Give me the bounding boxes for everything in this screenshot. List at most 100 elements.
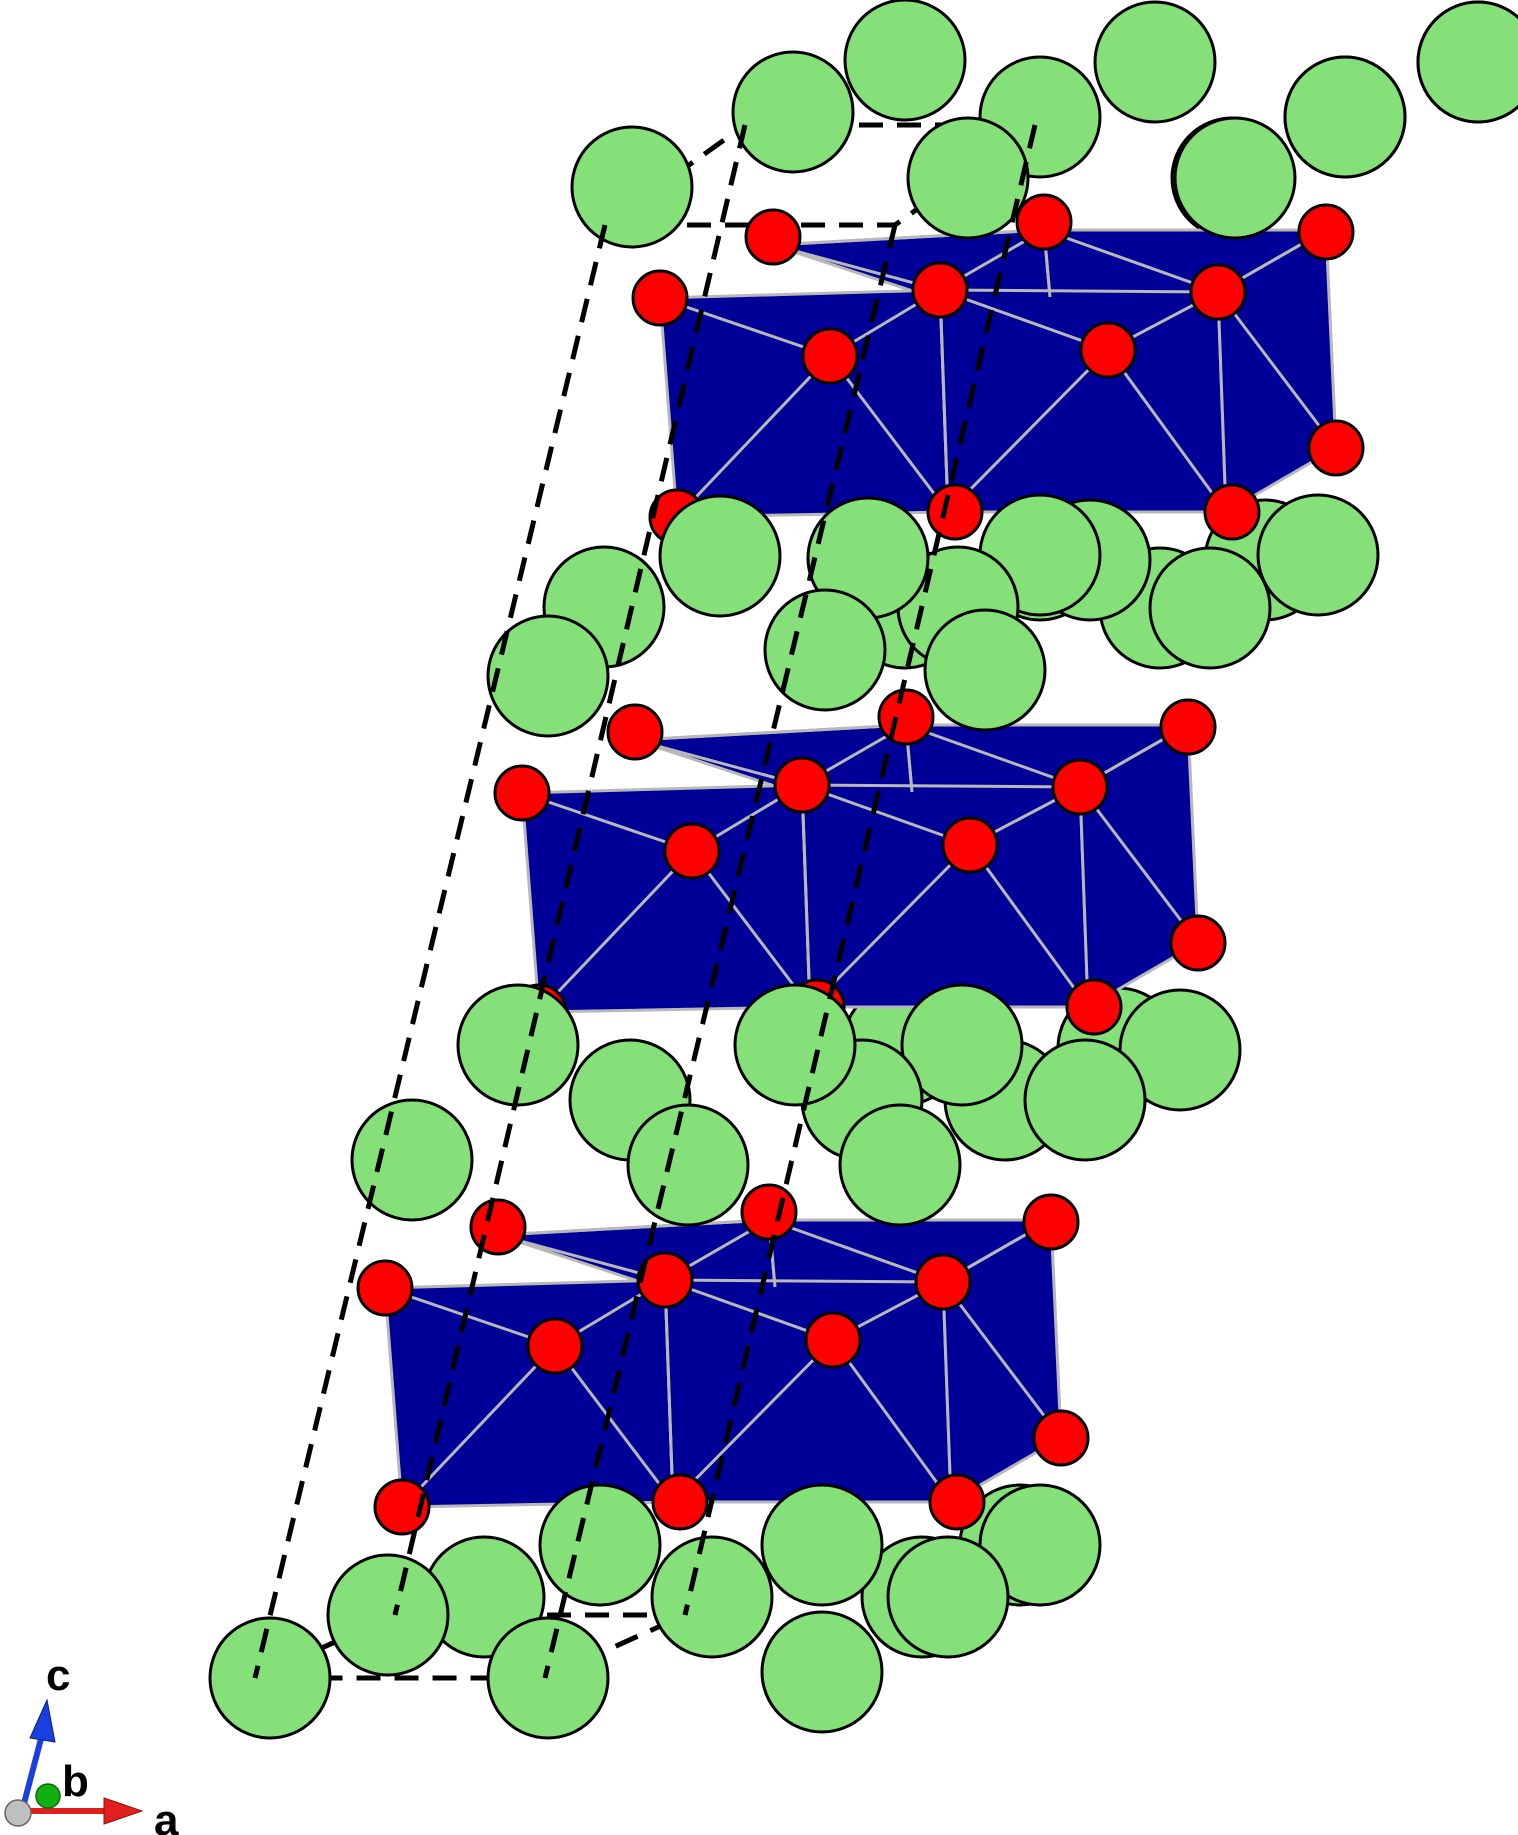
cation-sphere xyxy=(538,1483,662,1607)
cation-sphere xyxy=(1023,1038,1147,1162)
oxygen-atom xyxy=(804,1311,862,1369)
polyhedron-edge xyxy=(905,723,1081,789)
oxygen-atom xyxy=(1169,914,1227,972)
oxygen-atom xyxy=(1079,321,1137,379)
polyhedron-edge xyxy=(938,289,950,513)
cation-sphere xyxy=(1093,0,1217,124)
unit-cell-edge-left-back xyxy=(392,124,748,1616)
oxygen-atom xyxy=(744,208,802,266)
octahedron-front-left xyxy=(520,783,812,1014)
polyhedra-slab-1 xyxy=(631,193,1365,546)
cation-sphere xyxy=(886,1535,1010,1659)
cation-sphere xyxy=(1416,0,1518,124)
oxygen-atom xyxy=(636,1251,694,1309)
cation-sphere xyxy=(570,125,694,249)
unit-cell-front xyxy=(252,124,1038,1679)
polyhedron-edge xyxy=(831,1339,953,1503)
polyhedron-edge xyxy=(939,288,1109,352)
polyhedron-edge xyxy=(537,849,694,1014)
cation-sphere xyxy=(650,1535,774,1659)
oxygen-atom xyxy=(1022,1193,1080,1251)
cation-sphere xyxy=(1256,493,1380,617)
cation-sphere xyxy=(456,983,580,1107)
oxygen-atom xyxy=(1015,193,1073,251)
polyhedron-edge xyxy=(1106,349,1228,513)
oxygen-atom xyxy=(914,1253,972,1311)
cation-sphere xyxy=(760,1483,884,1607)
cation-sphere xyxy=(731,50,855,174)
polyhedron-edge xyxy=(772,228,1045,247)
oxygen-atom xyxy=(631,269,689,327)
cation-sphere xyxy=(923,608,1047,732)
oxygen-atom xyxy=(1159,698,1217,756)
oxygen-atom xyxy=(1032,1409,1090,1467)
unit-cell-edge-left-front xyxy=(252,224,608,1679)
axis-c-shaft xyxy=(19,1734,45,1812)
polyhedron-edge xyxy=(946,348,1110,514)
axis-c-arrowhead xyxy=(29,1698,56,1743)
oxygen-atom xyxy=(469,1198,527,1256)
oxygen-atom xyxy=(1189,263,1247,321)
polyhedron-edge xyxy=(497,1218,770,1237)
unit-cell-edge-right-front xyxy=(542,224,898,1679)
oxygen-atom xyxy=(526,1317,584,1375)
oxygen-atom xyxy=(1051,758,1109,816)
axis-a-label: a xyxy=(154,1796,179,1835)
polyhedron-edge xyxy=(675,354,832,519)
cation-sphere xyxy=(733,983,857,1107)
octahedron-front-left xyxy=(658,288,950,519)
oxygen-atom xyxy=(606,703,664,761)
polyhedron-edge xyxy=(497,1233,666,1282)
oxygen-atom xyxy=(373,1478,431,1536)
cation-sphere xyxy=(208,1616,332,1740)
cation-sphere xyxy=(838,1103,962,1227)
polyhedron-edge xyxy=(1078,786,1200,944)
cation-sphere xyxy=(1283,55,1407,179)
polyhedra-layer xyxy=(356,193,1365,1536)
polyhedron-edge xyxy=(521,791,693,853)
cation-sphere xyxy=(900,983,1024,1107)
cation-sphere xyxy=(486,1616,610,1740)
cation-sphere xyxy=(843,0,967,122)
polyhedron-edge xyxy=(828,355,950,513)
polyhedron-edge xyxy=(634,723,907,742)
polyhedron-edge xyxy=(941,1281,1063,1439)
polyhedron-edge xyxy=(553,1345,675,1503)
polyhedra-slab-3 xyxy=(356,1183,1090,1536)
oxygen-atom xyxy=(801,327,859,385)
cation-sphere xyxy=(760,1610,884,1734)
oxygen-atom xyxy=(773,756,831,814)
oxygen-atom xyxy=(651,1473,709,1531)
cation-sphere xyxy=(763,588,887,712)
oxygen-atom xyxy=(1203,483,1261,541)
axis-b-label: b xyxy=(62,1757,89,1806)
polyhedron-edge xyxy=(384,1286,556,1348)
axis-triad: c b a xyxy=(4,1651,179,1835)
cation-sphere xyxy=(326,1553,450,1677)
cation-sphere xyxy=(486,614,610,738)
axis-c-label: c xyxy=(46,1651,70,1700)
axis-b-sphere-icon xyxy=(35,1783,61,1809)
polyhedron-edge xyxy=(671,1338,835,1504)
oxygen-atom xyxy=(356,1259,414,1317)
polyhedron-edge xyxy=(664,1278,834,1342)
polyhedron-edge xyxy=(801,783,971,847)
axis-origin-sphere xyxy=(4,1799,32,1827)
polyhedron-edge xyxy=(663,1279,675,1503)
cation-sphere xyxy=(626,1103,750,1227)
oxygen-atom xyxy=(928,1473,986,1531)
cation-sphere xyxy=(906,116,1030,240)
cation-sphere xyxy=(1173,116,1297,240)
axis-a-arrowhead xyxy=(103,1797,144,1825)
polyhedron-edge xyxy=(659,296,831,358)
oxygen-atom xyxy=(941,816,999,874)
oxygen-atom xyxy=(740,1183,798,1241)
polyhedron-edge xyxy=(1216,291,1338,449)
oxygen-atom xyxy=(1297,203,1355,261)
unit-cell-bottom-face xyxy=(253,1612,687,1681)
cation-layer-front xyxy=(208,0,1518,1740)
oxygen-atom xyxy=(1065,978,1123,1036)
polyhedron-edge xyxy=(690,850,812,1008)
polyhedron-edge xyxy=(968,844,1090,1008)
polyhedron-edge xyxy=(634,738,803,787)
